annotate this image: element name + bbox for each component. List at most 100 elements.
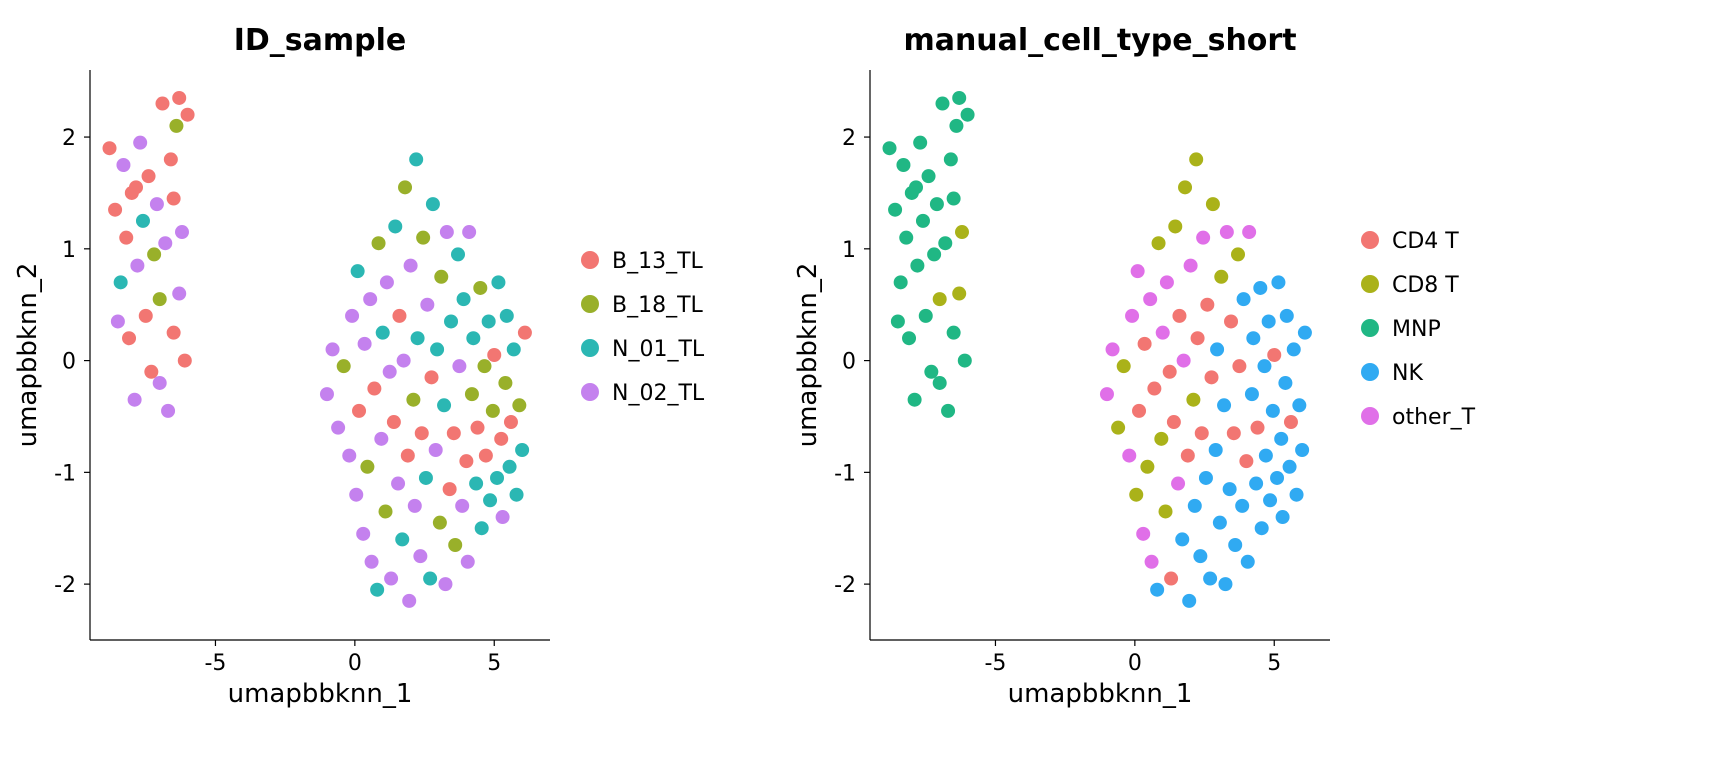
data-point xyxy=(360,460,374,474)
data-point xyxy=(133,136,147,150)
data-point xyxy=(1287,342,1301,356)
data-point xyxy=(498,376,512,390)
data-point xyxy=(430,342,444,356)
data-point xyxy=(420,298,434,312)
data-point xyxy=(507,342,521,356)
data-point xyxy=(128,393,142,407)
data-point xyxy=(372,236,386,250)
data-point xyxy=(1232,359,1246,373)
data-point xyxy=(1160,275,1174,289)
data-point xyxy=(384,572,398,586)
data-point xyxy=(425,370,439,384)
data-point xyxy=(503,460,517,474)
data-point xyxy=(933,376,947,390)
data-point xyxy=(370,583,384,597)
data-point xyxy=(1276,510,1290,524)
data-point xyxy=(433,516,447,530)
data-point xyxy=(482,314,496,328)
data-point xyxy=(1292,398,1306,412)
legend-label: MNP xyxy=(1392,317,1441,342)
data-point xyxy=(1164,572,1178,586)
data-point xyxy=(391,477,405,491)
data-point xyxy=(1270,471,1284,485)
data-point xyxy=(891,314,905,328)
data-point xyxy=(358,337,372,351)
data-point xyxy=(1189,152,1203,166)
data-point xyxy=(949,119,963,133)
data-point xyxy=(326,342,340,356)
data-point xyxy=(899,231,913,245)
data-point xyxy=(504,415,518,429)
data-point xyxy=(1224,314,1238,328)
data-point xyxy=(1129,488,1143,502)
legend-marker xyxy=(581,339,599,357)
data-point xyxy=(1206,197,1220,211)
data-point xyxy=(465,387,479,401)
data-point xyxy=(1175,532,1189,546)
data-point xyxy=(1150,583,1164,597)
data-point xyxy=(1131,264,1145,278)
data-point xyxy=(1209,443,1223,457)
data-point xyxy=(952,287,966,301)
data-point xyxy=(379,504,393,518)
data-point xyxy=(1167,415,1181,429)
data-point xyxy=(374,432,388,446)
x-tick-label: 0 xyxy=(348,651,362,676)
data-point xyxy=(401,449,415,463)
data-point xyxy=(181,108,195,122)
data-point xyxy=(444,314,458,328)
data-point xyxy=(153,292,167,306)
data-point xyxy=(351,264,365,278)
data-point xyxy=(913,136,927,150)
data-point xyxy=(158,236,172,250)
legend-marker xyxy=(1361,407,1379,425)
data-point xyxy=(1205,370,1219,384)
data-point xyxy=(363,292,377,306)
x-tick-label: -5 xyxy=(984,651,1006,676)
data-point xyxy=(466,331,480,345)
data-point xyxy=(167,192,181,206)
data-point xyxy=(510,488,524,502)
data-point xyxy=(119,231,133,245)
data-point xyxy=(426,197,440,211)
data-point xyxy=(404,259,418,273)
data-point xyxy=(941,404,955,418)
data-point xyxy=(130,259,144,273)
data-point xyxy=(1241,555,1255,569)
data-point xyxy=(496,510,510,524)
data-point xyxy=(894,275,908,289)
legend: B_13_TLB_18_TLN_01_TLN_02_TL xyxy=(581,249,705,406)
data-point xyxy=(1168,219,1182,233)
data-point xyxy=(345,309,359,323)
data-point xyxy=(352,404,366,418)
data-point xyxy=(172,287,186,301)
data-point xyxy=(342,449,356,463)
data-point xyxy=(1122,449,1136,463)
data-point xyxy=(947,192,961,206)
data-point xyxy=(933,292,947,306)
data-point xyxy=(1140,460,1154,474)
data-point xyxy=(1117,359,1131,373)
data-point xyxy=(961,108,975,122)
y-tick-label: 0 xyxy=(842,350,856,375)
data-point xyxy=(167,326,181,340)
data-point xyxy=(438,577,452,591)
data-point xyxy=(1242,225,1256,239)
data-point xyxy=(142,169,156,183)
data-point xyxy=(129,180,143,194)
data-point xyxy=(475,521,489,535)
data-point xyxy=(1177,354,1191,368)
data-point xyxy=(512,398,526,412)
data-point xyxy=(1145,555,1159,569)
data-point xyxy=(1249,477,1263,491)
data-point xyxy=(924,365,938,379)
data-point xyxy=(1111,421,1125,435)
data-point xyxy=(108,203,122,217)
data-point xyxy=(175,225,189,239)
data-point xyxy=(483,493,497,507)
x-tick-label: 5 xyxy=(487,651,501,676)
data-point xyxy=(1263,493,1277,507)
data-point xyxy=(1125,309,1139,323)
data-point xyxy=(1227,426,1241,440)
legend-marker xyxy=(581,383,599,401)
